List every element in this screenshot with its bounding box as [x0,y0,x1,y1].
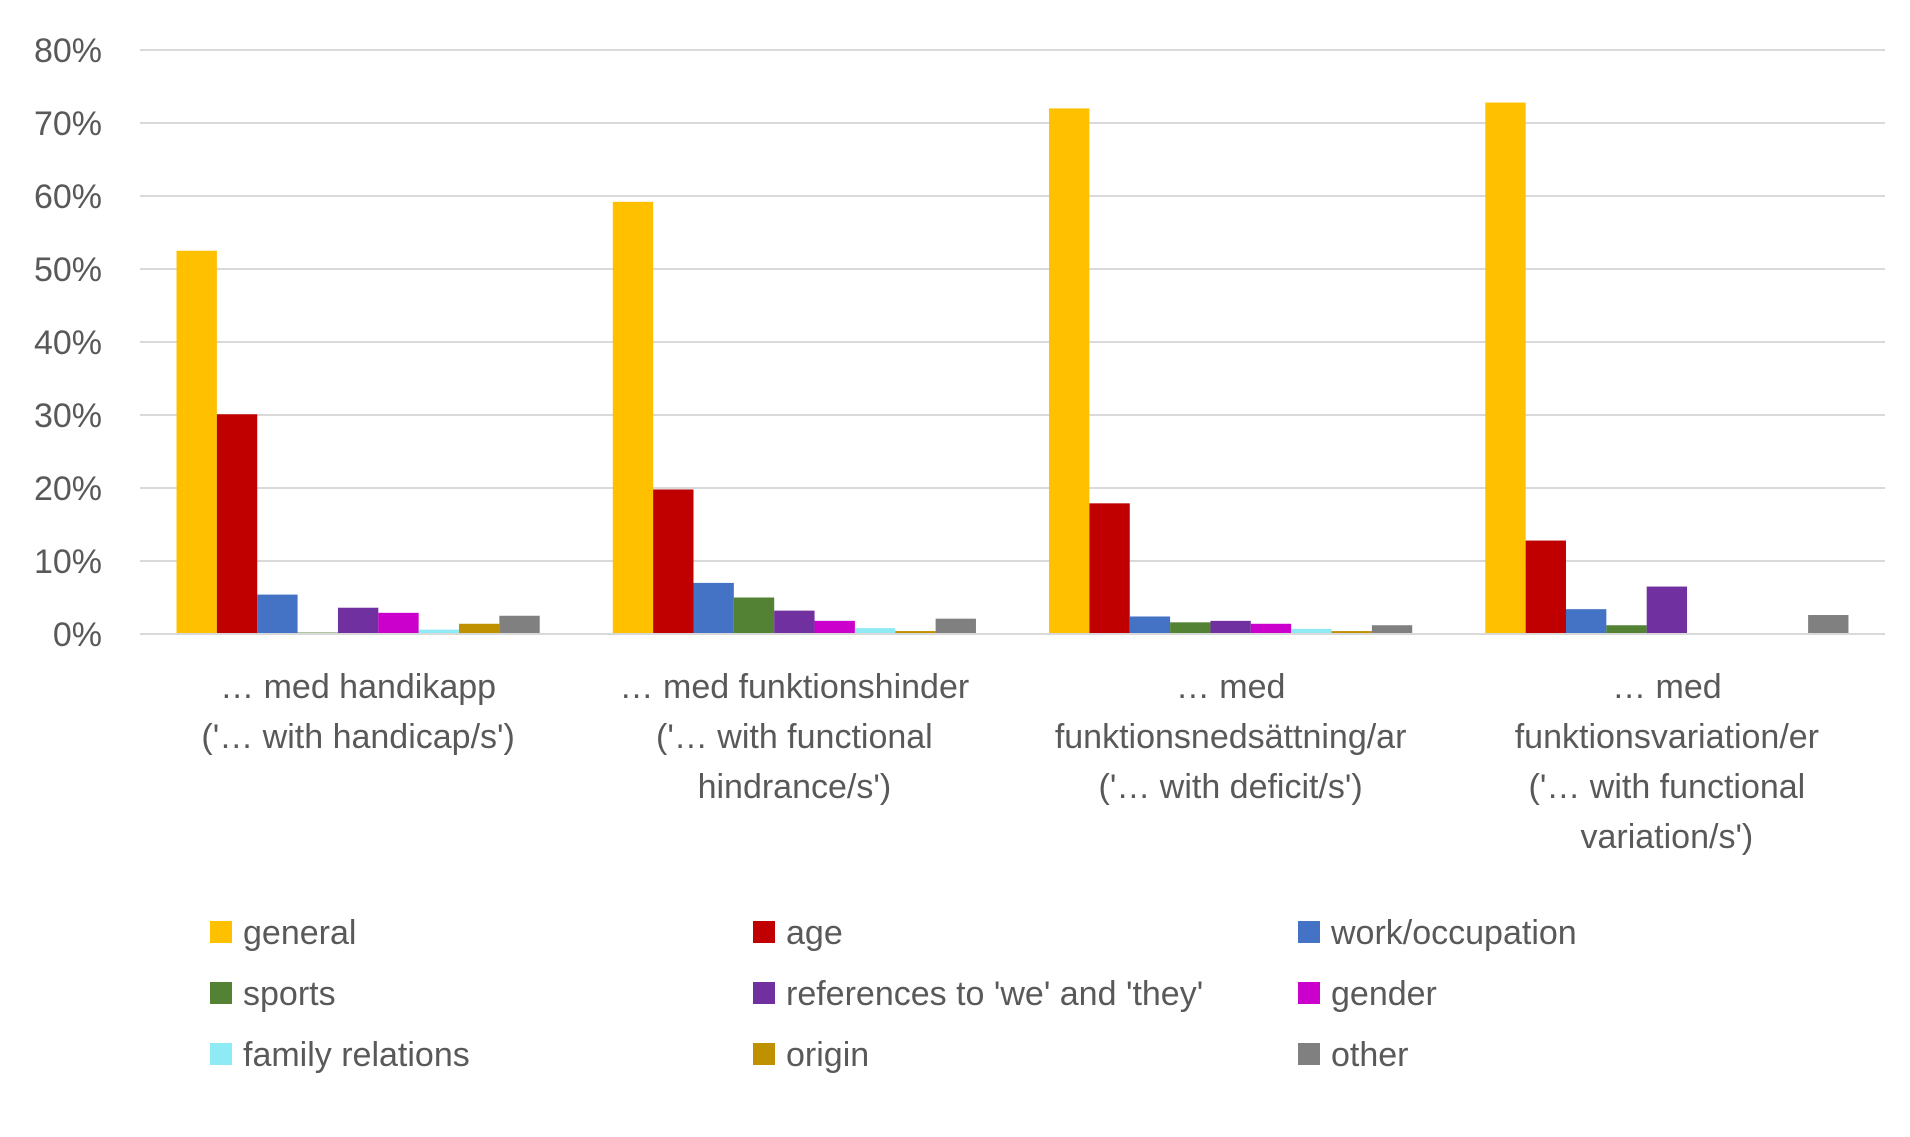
bar [1808,615,1849,634]
legend-swatch [210,1043,232,1065]
legend-label: general [243,914,356,952]
y-tick-label: 80% [34,32,102,70]
x-category-label: … med handikapp ('… with handicap/s') [201,668,514,756]
legend-label: origin [786,1036,869,1074]
legend-swatch [753,982,775,1004]
bar [418,629,460,634]
bar [733,597,775,634]
bar [499,615,540,634]
legend-label: age [786,914,843,952]
bar [337,607,379,634]
bar [1485,102,1526,634]
legend-item: age [753,914,843,952]
bar [1331,631,1372,634]
legend-swatch [753,1043,775,1065]
legend-swatch [1298,921,1320,943]
y-tick-label: 70% [34,105,102,143]
bar [1089,503,1130,634]
legend-item: gender [1298,975,1437,1013]
bar [612,201,654,634]
legend-label: other [1331,1036,1409,1074]
bar [176,250,217,634]
gridlines [140,49,1885,562]
legend-item: sports [210,975,336,1013]
y-tick-label: 0% [53,616,102,654]
y-tick-label: 40% [34,324,102,362]
bar [1646,586,1688,634]
bar [459,623,500,634]
bar [1170,622,1211,634]
bar [895,631,936,634]
legend-label: family relations [243,1036,470,1074]
bar [1525,540,1566,634]
bar [854,628,896,634]
legend-item: origin [753,1036,869,1074]
y-tick-label: 20% [34,470,102,508]
bar [1606,625,1647,634]
legend-label: sports [243,975,336,1013]
legend-label: gender [1331,975,1437,1013]
y-tick-label: 60% [34,178,102,216]
legend-swatch [753,921,775,943]
x-category-label: … med funktionsnedsättning/ar ('… with def… [1055,668,1407,806]
bar [653,489,694,634]
bar [774,610,815,634]
legend-swatch [1298,982,1320,1004]
bar [1210,620,1251,634]
x-category-label: … med funktionshinder ('… with functional… [620,668,970,806]
bar [1250,623,1292,634]
legend-item: general [210,914,356,952]
x-axis-category-labels: … med handikapp ('… with handicap/s') … me… [201,668,1819,856]
legend-item: references to 'we' and 'they' [753,975,1203,1013]
legend-item: work/occupation [1298,914,1577,952]
legend-label: references to 'we' and 'they' [786,975,1203,1013]
bar [1049,108,1090,634]
legend-item: other [1298,1036,1409,1074]
bar [1371,625,1413,634]
bar [814,620,855,634]
y-tick-label: 10% [34,543,102,581]
y-axis-tick-labels: 0% 10% 20% 30% 40% 50% 60% 70% 80% [34,32,102,654]
bar [1291,628,1332,634]
bar [935,618,976,634]
y-tick-label: 50% [34,251,102,289]
bar [693,582,734,634]
x-category-label: … med funktionsvariation/er ('… with funct… [1515,668,1819,856]
bar [257,594,298,634]
bar [1565,609,1607,634]
legend-swatch [210,982,232,1004]
legend-item: family relations [210,1036,470,1074]
legend-label: work/occupation [1330,914,1577,952]
bar [1129,616,1171,634]
legend-swatch [1298,1043,1320,1065]
bar [378,612,419,634]
legend: general age work/occupation sports reference… [210,914,1577,1074]
bars [176,102,1849,634]
bar [216,414,258,634]
y-tick-label: 30% [34,397,102,435]
legend-swatch [210,921,232,943]
